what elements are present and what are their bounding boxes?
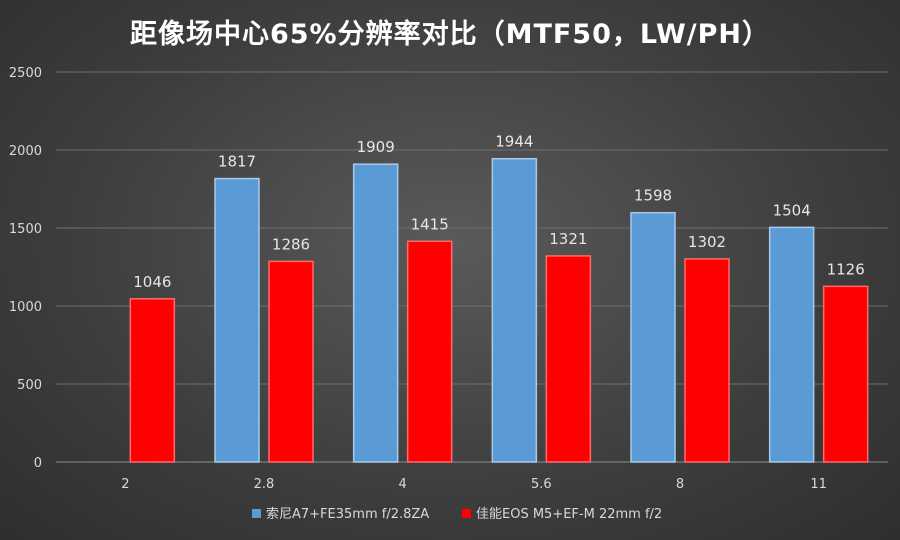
data-label: 1504 <box>773 201 811 219</box>
y-tick-label: 0 <box>34 456 42 471</box>
bar-sony-4 <box>352 163 399 463</box>
bar-sony-11 <box>768 226 815 463</box>
bar-canon-11 <box>822 285 869 463</box>
data-label: 1126 <box>827 260 865 278</box>
legend-label-sony: 索尼A7+FE35mm f/2.8ZA <box>266 507 429 522</box>
chart-title: 距像场中心65%分辨率对比（MTF50，LW/PH） <box>129 19 771 50</box>
bar-sony-2.8 <box>214 177 260 463</box>
x-tick-label: 2.8 <box>254 477 275 492</box>
data-label: 1321 <box>549 230 587 248</box>
data-label: 1598 <box>634 187 672 205</box>
x-tick-label: 8 <box>676 477 684 492</box>
data-label: 1944 <box>495 133 533 151</box>
y-tick-label: 1500 <box>9 222 42 237</box>
x-tick-label: 2 <box>121 477 129 492</box>
x-tick-label: 4 <box>399 477 407 492</box>
x-tick-label: 5.6 <box>531 477 552 492</box>
data-label: 1046 <box>133 273 171 291</box>
data-label: 1286 <box>272 235 310 253</box>
y-tick-label: 2000 <box>9 144 42 159</box>
legend-label-canon: 佳能EOS M5+EF-M 22mm f/2 <box>476 507 662 522</box>
data-label: 1817 <box>218 153 256 171</box>
y-tick-label: 2500 <box>9 66 42 81</box>
data-label: 1909 <box>357 138 395 156</box>
x-tick-label: 11 <box>810 477 827 492</box>
data-label: 1302 <box>688 233 726 251</box>
data-label: 1415 <box>411 215 449 233</box>
y-tick-label: 1000 <box>9 300 42 315</box>
y-tick-label: 500 <box>17 378 42 393</box>
bar-canon-5.6 <box>545 255 592 463</box>
bar-canon-2.8 <box>268 260 314 463</box>
legend-swatch-sony <box>252 509 261 518</box>
bar-sony-5.6 <box>491 157 538 463</box>
bar-canon-4 <box>406 240 453 463</box>
bar-canon-2 <box>129 298 176 463</box>
bar-canon-8 <box>684 258 730 463</box>
legend-swatch-canon <box>462 509 471 518</box>
bar-sony-8 <box>630 211 676 463</box>
